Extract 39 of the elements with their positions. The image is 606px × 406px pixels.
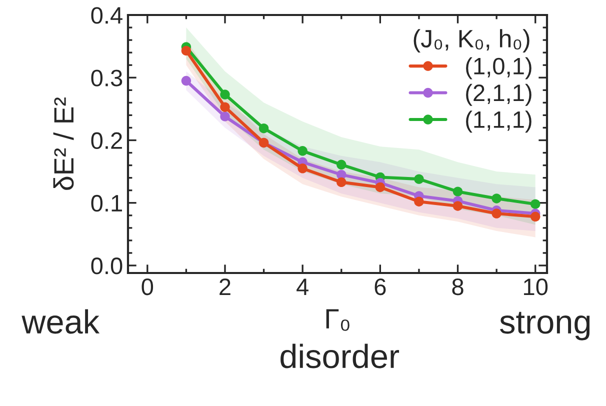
point — [414, 196, 424, 206]
text: disorder — [280, 344, 400, 368]
point — [530, 212, 540, 222]
legend-title: (J₀, K₀, h₀) — [414, 29, 530, 52]
x-tick-label: 4 — [296, 278, 308, 295]
y-tick-label: 0.2 — [91, 132, 122, 150]
x-tick-label: 8 — [452, 278, 464, 296]
y-tick-label: 0.4 — [91, 7, 122, 24]
point — [181, 76, 192, 86]
point — [258, 123, 269, 134]
x-tick-label: 10 — [524, 278, 548, 296]
y-tick-label: 0.1 — [91, 194, 122, 212]
point — [220, 90, 230, 100]
point — [492, 208, 502, 218]
x-tick-label: 2 — [220, 278, 230, 295]
legend-label: (1,0,1) — [466, 57, 532, 80]
point — [414, 174, 424, 184]
y-axis-title: δE² / E² — [53, 97, 74, 190]
x-tick-label: 0 — [142, 278, 154, 296]
x-tick-label: 6 — [374, 278, 386, 296]
point — [452, 186, 463, 196]
point — [298, 164, 308, 174]
point — [220, 102, 230, 112]
x-axis-title: Γ₀ — [326, 309, 350, 331]
point — [336, 160, 346, 170]
text: strong — [500, 312, 590, 340]
legend-label: (1,1,1) — [466, 110, 532, 133]
text: weak — [22, 309, 100, 334]
point — [452, 201, 463, 211]
legend-label: (2,1,1) — [466, 84, 532, 106]
point — [336, 177, 346, 188]
y-tick-label: 0.0 — [91, 258, 122, 274]
point — [298, 146, 308, 156]
point — [220, 112, 230, 122]
point — [492, 194, 502, 204]
y-tick-label: 0.3 — [91, 70, 122, 86]
point — [181, 46, 192, 56]
point — [530, 199, 540, 209]
point — [375, 182, 386, 192]
